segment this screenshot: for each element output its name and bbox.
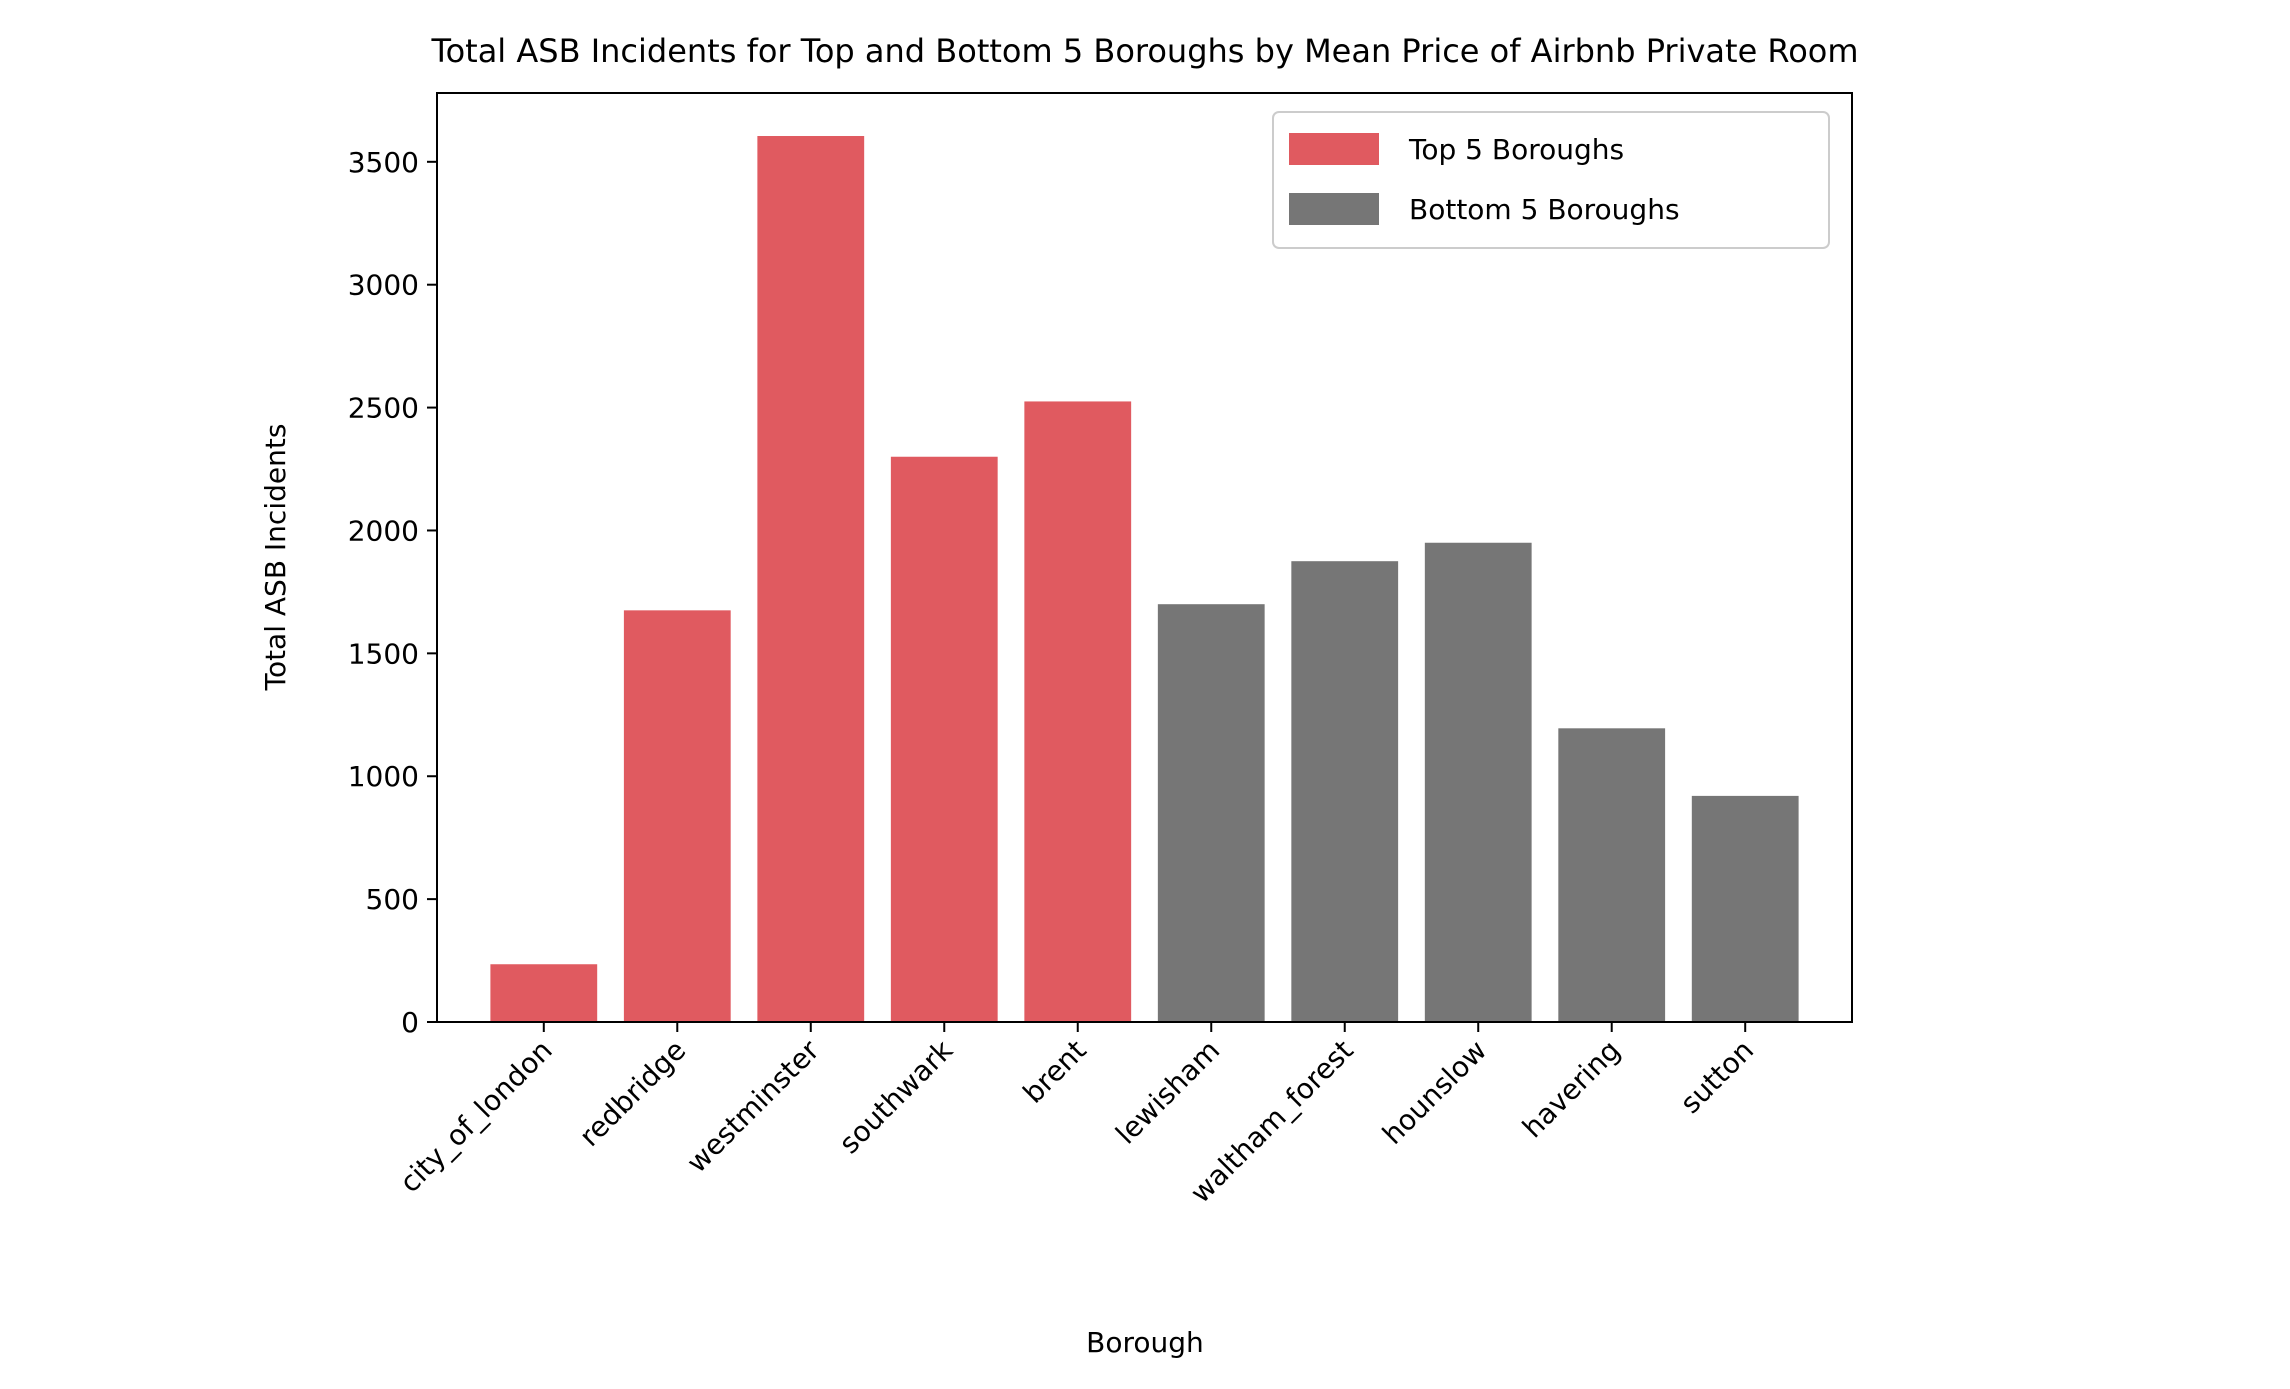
x-tick-label-lewisham: lewisham <box>1109 1034 1226 1151</box>
bar-city-of-london <box>490 964 598 1022</box>
y-tick-label: 2000 <box>348 514 419 547</box>
y-tick-label: 1000 <box>348 760 419 793</box>
plot-frame <box>436 92 1853 1023</box>
legend: Top 5 Boroughs Bottom 5 Boroughs <box>1272 111 1830 249</box>
x-tick-label-hounslow: hounslow <box>1376 1034 1493 1151</box>
legend-label-top: Top 5 Boroughs <box>1408 133 1624 166</box>
y-axis: 0 500 1000 1500 2000 2500 3000 3500 <box>348 146 437 1039</box>
bar-havering <box>1558 728 1666 1022</box>
x-tick-label-havering: havering <box>1516 1034 1627 1145</box>
bar-lewisham <box>1157 604 1265 1022</box>
bar-southwark <box>890 456 998 1022</box>
bar-brent <box>1024 401 1132 1022</box>
x-tick-label-redbridge: redbridge <box>573 1034 692 1153</box>
legend-label-bottom: Bottom 5 Boroughs <box>1409 193 1680 226</box>
y-tick-label: 3000 <box>348 269 419 302</box>
x-tick-label-city-of-london: city_of_london <box>393 1034 558 1199</box>
x-tick-label-southwark: southwark <box>833 1033 960 1160</box>
x-tick-label-sutton: sutton <box>1674 1034 1760 1120</box>
legend-swatch-bottom <box>1289 193 1379 225</box>
legend-box <box>1272 111 1830 249</box>
bar-sutton <box>1691 795 1799 1022</box>
y-tick-label: 0 <box>401 1006 419 1039</box>
y-tick-label: 1500 <box>348 637 419 670</box>
y-tick-label: 2500 <box>348 392 419 425</box>
y-tick-label: 3500 <box>348 146 419 179</box>
x-tick-label-westminster: westminster <box>680 1033 826 1179</box>
y-tick-label: 500 <box>366 883 419 916</box>
x-axis-label: Borough <box>1086 1326 1204 1359</box>
legend-swatch-top <box>1289 133 1379 165</box>
x-tick-label-brent: brent <box>1017 1034 1093 1110</box>
bars <box>490 136 1799 1022</box>
bar-westminster <box>757 136 865 1022</box>
bar-hounslow <box>1424 542 1532 1022</box>
chart-title: Total ASB Incidents for Top and Bottom 5… <box>430 32 1858 70</box>
bar-waltham-forest <box>1291 561 1399 1022</box>
y-axis-label: Total ASB Incidents <box>259 424 292 692</box>
bar-redbridge <box>623 610 731 1022</box>
